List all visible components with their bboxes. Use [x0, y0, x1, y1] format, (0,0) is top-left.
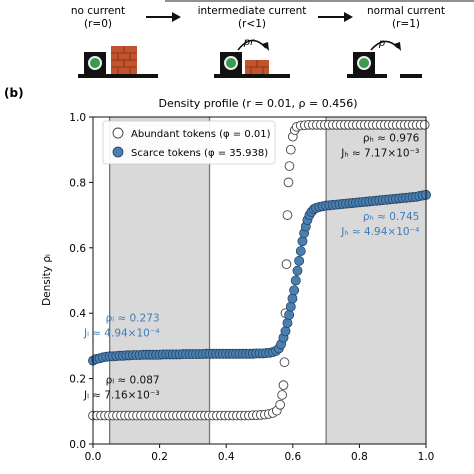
annotation: ρₗ ≈ 0.273 Jₗ ≈ 4.94×10⁻⁴	[83, 312, 160, 339]
stage-3-subtitle: (r=1)	[392, 18, 420, 30]
scarce-token-point	[290, 275, 301, 286]
brick-wall-icon	[111, 46, 137, 74]
stage-2-drawing: pr	[214, 37, 290, 78]
stage-1-subtitle: (r=0)	[84, 18, 112, 30]
plot-frame	[92, 116, 427, 445]
legend-abundant-label: Abundant tokens (φ = 0.01)	[131, 129, 271, 140]
x-tick-label: 0.0	[85, 451, 102, 463]
abundant-token-point	[419, 119, 430, 130]
axis-ticks: 0.0 0.2 0.4 0.6 0.8 1.0 0.0 0.2 0.4 0.6 0.8 1.0	[69, 112, 434, 463]
scarce-token-point	[287, 293, 298, 304]
y-tick-label: 0.6	[69, 243, 86, 255]
curved-arrow-head-icon	[394, 42, 401, 51]
arrow-right-icon	[146, 12, 181, 22]
x-tick-label: 0.6	[284, 451, 301, 463]
y-tick-label: 0.0	[69, 439, 86, 451]
stage-1-title: no current	[71, 5, 125, 17]
legend-abundant-marker	[112, 127, 124, 139]
chart-title: Density profile (r = 0.01, ρ = 0.456)	[158, 97, 357, 110]
schematic: no current (r=0) inte	[71, 0, 474, 78]
abundant-token-point	[285, 144, 296, 155]
curved-arrow-icon	[370, 40, 399, 51]
abundant-token-point	[279, 357, 290, 368]
scarce-token-point	[282, 318, 293, 328]
track-icon	[78, 74, 158, 78]
abundant-token-point	[278, 380, 289, 390]
stage-3-arrow-label: p	[378, 38, 385, 49]
abundant-token-point	[281, 259, 292, 270]
legend: Abundant tokens (φ = 0.01) Scarce tokens…	[102, 120, 276, 165]
shaded-region	[109, 117, 210, 444]
scarce-token-point	[285, 301, 296, 312]
x-tick-label: 0.8	[351, 451, 368, 463]
shaded-region	[326, 117, 426, 444]
y-axis-label: Density ρᵢ	[41, 254, 53, 306]
token-icon	[357, 56, 371, 70]
axes-border	[92, 116, 427, 445]
token-icon	[88, 56, 102, 70]
annotation: ρₕ ≈ 0.976 Jₕ ≈ 7.17×10⁻³	[340, 133, 419, 160]
stage-2-title: intermediate current	[198, 5, 307, 17]
legend-box	[102, 120, 276, 165]
stage-3-drawing: p	[347, 38, 422, 78]
annotation: ρₗ ≈ 0.087 Jₗ ≈ 7.16×10⁻³	[83, 375, 160, 402]
abundant-token-point	[275, 399, 286, 410]
curved-arrow-icon	[237, 39, 267, 51]
track-icon	[214, 74, 290, 78]
abundant-token-point	[283, 177, 294, 188]
track-left-icon	[347, 74, 387, 78]
panel-label: (b)	[4, 86, 24, 100]
y-tick-label: 0.4	[69, 308, 86, 320]
plot-background	[93, 117, 426, 444]
abundant-token-point	[277, 390, 287, 400]
y-tick-label: 0.2	[69, 374, 86, 386]
annotation: ρₕ ≈ 0.745 Jₕ ≈ 4.94×10⁻⁴	[340, 211, 419, 238]
x-tick-label: 1.0	[418, 451, 435, 463]
arrow-right-icon	[318, 12, 353, 22]
stage-1-drawing	[78, 46, 158, 78]
stage-2-arrow-label: pr	[243, 37, 255, 48]
scarce-token-point	[289, 285, 300, 296]
scarce-tokens-series	[88, 189, 431, 366]
legend-scarce-marker	[112, 146, 124, 158]
abundant-token-point	[284, 161, 295, 171]
scarce-token-point	[294, 255, 305, 266]
scarce-token-point	[280, 326, 291, 337]
legend-scarce-label: Scarce tokens (φ = 35.938)	[131, 148, 268, 159]
y-tick-label: 0.8	[69, 177, 86, 189]
x-tick-label: 0.4	[218, 451, 235, 463]
brick-wall-low-icon	[245, 60, 269, 74]
scarce-token-point	[297, 236, 308, 247]
x-tick-label: 0.2	[151, 451, 168, 463]
scarce-token-point	[292, 265, 303, 276]
scarce-token-point	[295, 246, 306, 257]
abundant-tokens-series	[88, 119, 430, 421]
scarce-token-point	[284, 309, 295, 320]
token-icon	[224, 56, 238, 70]
stage-3-title: normal current	[367, 5, 445, 17]
y-tick-label: 1.0	[69, 112, 86, 124]
stage-2-subtitle: (r<1)	[238, 18, 266, 30]
curved-arrow-head-icon	[262, 42, 269, 51]
track-right-icon	[400, 74, 422, 78]
annotations: ρₕ ≈ 0.976 Jₕ ≈ 7.17×10⁻³ ρₕ ≈ 0.745 Jₕ ≈ 4…	[83, 133, 420, 402]
abundant-token-point	[282, 210, 293, 220]
